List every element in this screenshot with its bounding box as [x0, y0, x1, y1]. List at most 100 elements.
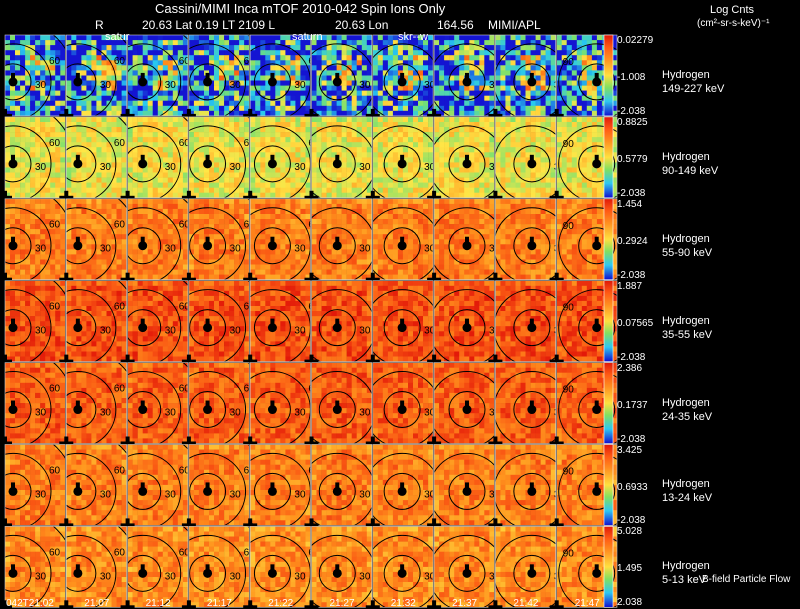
- heatmap-cell: [290, 55, 296, 61]
- heatmap-cell: [157, 229, 164, 235]
- heatmap-cell: [444, 122, 450, 128]
- heatmap-cell: [265, 172, 271, 178]
- heatmap-cell: [361, 80, 368, 86]
- heatmap-cell: [285, 137, 291, 143]
- heatmap-cell: [336, 95, 342, 102]
- heatmap-cell: [182, 50, 188, 56]
- heatmap-cell: [71, 55, 77, 61]
- heatmap-cell: [331, 122, 337, 128]
- heatmap-cell: [214, 50, 220, 56]
- heatmap-cell: [387, 50, 394, 56]
- heatmap-cell: [15, 127, 21, 133]
- heatmap-cell: [479, 55, 485, 61]
- heatmap-cell: [20, 110, 26, 116]
- heatmap-cell: [250, 224, 256, 230]
- heatmap-cell: [15, 167, 21, 173]
- heatmap-cell: [290, 239, 296, 245]
- heatmap-cell: [30, 274, 36, 280]
- heatmap-cell: [182, 80, 188, 86]
- heatmap-cell: [15, 70, 21, 76]
- heatmap-cell: [423, 187, 429, 194]
- heatmap-cell: [132, 214, 138, 220]
- heatmap-cell: [484, 162, 490, 168]
- heatmap-cell: [91, 254, 97, 260]
- heatmap-cell: [402, 157, 409, 163]
- heatmap-cell: [464, 90, 470, 96]
- heatmap-cell: [505, 60, 511, 66]
- heatmap-cell: [372, 177, 379, 183]
- heatmap-cell: [500, 110, 506, 116]
- heatmap-cell: [500, 55, 506, 61]
- heatmap-cell: [550, 75, 556, 81]
- heatmap-cell: [167, 208, 174, 215]
- heatmap-cell: [550, 147, 556, 153]
- heatmap-cell: [305, 208, 311, 215]
- heatmap-cell: [372, 45, 379, 51]
- heatmap-cell: [224, 70, 230, 76]
- heatmap-cell: [402, 152, 409, 158]
- heatmap-cell: [177, 274, 184, 280]
- heatmap-cell: [10, 274, 16, 280]
- heatmap-cell: [255, 85, 261, 91]
- heatmap-cell: [561, 177, 567, 183]
- heatmap-cell: [581, 182, 588, 188]
- heatmap-cell: [116, 172, 122, 178]
- heatmap-cell: [132, 80, 138, 86]
- heatmap-cell: [566, 50, 572, 56]
- heatmap-cell: [25, 269, 31, 275]
- heatmap-cell: [96, 187, 102, 194]
- heatmap-cell: [535, 70, 541, 76]
- heatmap-cell: [182, 105, 188, 112]
- heatmap-cell: [581, 152, 588, 158]
- heatmap-cell: [219, 45, 225, 51]
- heatmap-cell: [428, 127, 434, 133]
- heatmap-cell: [147, 85, 153, 91]
- heatmap-cell: [545, 172, 551, 178]
- heatmap-cell: [561, 75, 567, 81]
- heatmap-cell: [428, 167, 434, 173]
- heatmap-cell: [341, 80, 347, 86]
- heatmap-cell: [234, 95, 240, 102]
- heatmap-cell: [535, 55, 541, 61]
- heatmap-cell: [214, 147, 220, 153]
- heatmap-cell: [316, 192, 322, 198]
- heatmap-cell: [244, 274, 250, 280]
- heatmap-cell: [459, 80, 465, 86]
- heatmap-cell: [341, 157, 347, 163]
- heatmap-cell: [111, 110, 117, 116]
- heatmap-cell: [91, 132, 97, 138]
- heatmap-cell: [275, 75, 281, 81]
- heatmap-cell: [10, 65, 16, 71]
- heatmap-cell: [295, 214, 301, 220]
- heatmap-cell: [270, 65, 276, 71]
- heatmap-cell: [321, 127, 327, 133]
- heatmap-cell: [152, 75, 158, 81]
- heatmap-cell: [285, 122, 291, 128]
- planet-marker-stem: [335, 154, 340, 161]
- heatmap-cell: [101, 50, 107, 56]
- heatmap-cell: [20, 239, 26, 245]
- heatmap-cell: [198, 244, 205, 250]
- heatmap-cell: [234, 75, 240, 81]
- heatmap-cell: [152, 105, 158, 112]
- heatmap-cell: [356, 182, 362, 188]
- heatmap-cell: [96, 105, 102, 112]
- heatmap-cell: [142, 172, 148, 178]
- heatmap-cell: [116, 40, 122, 46]
- contour-line: [66, 227, 97, 265]
- heatmap-cell: [142, 264, 148, 270]
- heatmap-cell: [535, 50, 541, 56]
- heatmap-cell: [275, 85, 281, 91]
- heatmap-cell: [234, 162, 240, 168]
- heatmap-cell: [10, 116, 16, 123]
- heatmap-cell: [219, 80, 225, 86]
- heatmap-cell: [510, 110, 516, 116]
- heatmap-cell: [101, 177, 107, 183]
- heatmap-cell: [550, 55, 556, 61]
- heatmap-cell: [270, 198, 276, 205]
- heatmap-cell: [60, 50, 66, 56]
- heatmap-cell: [423, 45, 429, 51]
- heatmap-cell: [449, 105, 455, 112]
- heatmap-cell: [106, 80, 112, 86]
- heatmap-cell: [434, 45, 440, 51]
